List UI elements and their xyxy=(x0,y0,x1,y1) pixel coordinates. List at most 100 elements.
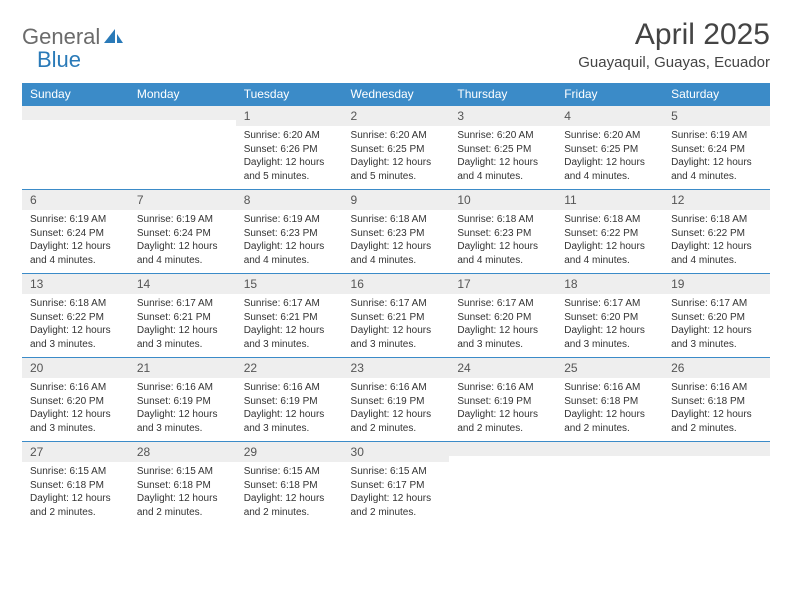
calendar-day-cell: 7Sunrise: 6:19 AMSunset: 6:24 PMDaylight… xyxy=(129,189,236,273)
sunset-text: Sunset: 6:21 PM xyxy=(244,311,335,325)
day-number: 14 xyxy=(129,274,236,294)
calendar-body: 1Sunrise: 6:20 AMSunset: 6:26 PMDaylight… xyxy=(22,105,770,525)
daylight-text: Daylight: 12 hours and 2 minutes. xyxy=(351,492,442,519)
sunset-text: Sunset: 6:18 PM xyxy=(244,479,335,493)
sunrise-text: Sunrise: 6:16 AM xyxy=(671,381,762,395)
day-content: Sunrise: 6:20 AMSunset: 6:25 PMDaylight:… xyxy=(556,126,663,189)
day-number xyxy=(22,106,129,120)
sunset-text: Sunset: 6:22 PM xyxy=(30,311,121,325)
sunrise-text: Sunrise: 6:18 AM xyxy=(351,213,442,227)
day-content: Sunrise: 6:16 AMSunset: 6:19 PMDaylight:… xyxy=(449,378,556,441)
calendar-day-cell: 5Sunrise: 6:19 AMSunset: 6:24 PMDaylight… xyxy=(663,105,770,189)
sunrise-text: Sunrise: 6:17 AM xyxy=(671,297,762,311)
calendar-day-cell: 24Sunrise: 6:16 AMSunset: 6:19 PMDayligh… xyxy=(449,357,556,441)
day-number: 17 xyxy=(449,274,556,294)
daylight-text: Daylight: 12 hours and 2 minutes. xyxy=(671,408,762,435)
daylight-text: Daylight: 12 hours and 2 minutes. xyxy=(351,408,442,435)
daylight-text: Daylight: 12 hours and 2 minutes. xyxy=(564,408,655,435)
sunset-text: Sunset: 6:23 PM xyxy=(351,227,442,241)
calendar-day-cell: 3Sunrise: 6:20 AMSunset: 6:25 PMDaylight… xyxy=(449,105,556,189)
sunrise-text: Sunrise: 6:17 AM xyxy=(564,297,655,311)
calendar-day-cell: 28Sunrise: 6:15 AMSunset: 6:18 PMDayligh… xyxy=(129,441,236,525)
sunrise-text: Sunrise: 6:18 AM xyxy=(671,213,762,227)
sunrise-text: Sunrise: 6:20 AM xyxy=(564,129,655,143)
calendar-head: SundayMondayTuesdayWednesdayThursdayFrid… xyxy=(22,83,770,105)
calendar-day-cell: 23Sunrise: 6:16 AMSunset: 6:19 PMDayligh… xyxy=(343,357,450,441)
day-number xyxy=(129,106,236,120)
day-content: Sunrise: 6:17 AMSunset: 6:20 PMDaylight:… xyxy=(556,294,663,357)
sunset-text: Sunset: 6:25 PM xyxy=(457,143,548,157)
sunrise-text: Sunrise: 6:15 AM xyxy=(30,465,121,479)
calendar-week-row: 6Sunrise: 6:19 AMSunset: 6:24 PMDaylight… xyxy=(22,189,770,273)
sunset-text: Sunset: 6:20 PM xyxy=(30,395,121,409)
daylight-text: Daylight: 12 hours and 3 minutes. xyxy=(671,324,762,351)
sunset-text: Sunset: 6:21 PM xyxy=(137,311,228,325)
day-content: Sunrise: 6:15 AMSunset: 6:18 PMDaylight:… xyxy=(129,462,236,525)
sunset-text: Sunset: 6:23 PM xyxy=(457,227,548,241)
sunset-text: Sunset: 6:18 PM xyxy=(564,395,655,409)
calendar-day-cell: 2Sunrise: 6:20 AMSunset: 6:25 PMDaylight… xyxy=(343,105,450,189)
day-number: 5 xyxy=(663,106,770,126)
sunset-text: Sunset: 6:22 PM xyxy=(671,227,762,241)
sunrise-text: Sunrise: 6:18 AM xyxy=(30,297,121,311)
sunset-text: Sunset: 6:25 PM xyxy=(564,143,655,157)
day-number: 3 xyxy=(449,106,556,126)
calendar-day-cell: 4Sunrise: 6:20 AMSunset: 6:25 PMDaylight… xyxy=(556,105,663,189)
sunset-text: Sunset: 6:21 PM xyxy=(351,311,442,325)
sunrise-text: Sunrise: 6:19 AM xyxy=(671,129,762,143)
sunrise-text: Sunrise: 6:15 AM xyxy=(244,465,335,479)
day-content: Sunrise: 6:17 AMSunset: 6:21 PMDaylight:… xyxy=(343,294,450,357)
daylight-text: Daylight: 12 hours and 2 minutes. xyxy=(30,492,121,519)
calendar-day-cell: 1Sunrise: 6:20 AMSunset: 6:26 PMDaylight… xyxy=(236,105,343,189)
calendar-day-cell: 17Sunrise: 6:17 AMSunset: 6:20 PMDayligh… xyxy=(449,273,556,357)
day-number: 25 xyxy=(556,358,663,378)
calendar-day-cell: 9Sunrise: 6:18 AMSunset: 6:23 PMDaylight… xyxy=(343,189,450,273)
calendar-day-cell: 13Sunrise: 6:18 AMSunset: 6:22 PMDayligh… xyxy=(22,273,129,357)
day-content: Sunrise: 6:16 AMSunset: 6:19 PMDaylight:… xyxy=(236,378,343,441)
calendar-day-cell: 8Sunrise: 6:19 AMSunset: 6:23 PMDaylight… xyxy=(236,189,343,273)
day-number: 18 xyxy=(556,274,663,294)
logo: General xyxy=(22,18,126,50)
sunset-text: Sunset: 6:25 PM xyxy=(351,143,442,157)
sunset-text: Sunset: 6:19 PM xyxy=(244,395,335,409)
calendar-empty-cell xyxy=(22,105,129,189)
day-content: Sunrise: 6:20 AMSunset: 6:26 PMDaylight:… xyxy=(236,126,343,189)
day-content: Sunrise: 6:16 AMSunset: 6:20 PMDaylight:… xyxy=(22,378,129,441)
daylight-text: Daylight: 12 hours and 4 minutes. xyxy=(137,240,228,267)
daylight-text: Daylight: 12 hours and 2 minutes. xyxy=(137,492,228,519)
calendar-table: SundayMondayTuesdayWednesdayThursdayFrid… xyxy=(22,83,770,525)
calendar-day-cell: 21Sunrise: 6:16 AMSunset: 6:19 PMDayligh… xyxy=(129,357,236,441)
day-content: Sunrise: 6:15 AMSunset: 6:18 PMDaylight:… xyxy=(236,462,343,525)
calendar-week-row: 13Sunrise: 6:18 AMSunset: 6:22 PMDayligh… xyxy=(22,273,770,357)
calendar-day-cell: 10Sunrise: 6:18 AMSunset: 6:23 PMDayligh… xyxy=(449,189,556,273)
day-content: Sunrise: 6:19 AMSunset: 6:24 PMDaylight:… xyxy=(663,126,770,189)
weekday-header: Wednesday xyxy=(343,83,450,105)
day-content: Sunrise: 6:18 AMSunset: 6:22 PMDaylight:… xyxy=(22,294,129,357)
daylight-text: Daylight: 12 hours and 3 minutes. xyxy=(564,324,655,351)
calendar-day-cell: 6Sunrise: 6:19 AMSunset: 6:24 PMDaylight… xyxy=(22,189,129,273)
logo-text-blue: Blue xyxy=(37,47,81,72)
day-number: 2 xyxy=(343,106,450,126)
calendar-day-cell: 30Sunrise: 6:15 AMSunset: 6:17 PMDayligh… xyxy=(343,441,450,525)
daylight-text: Daylight: 12 hours and 3 minutes. xyxy=(30,408,121,435)
sunrise-text: Sunrise: 6:20 AM xyxy=(457,129,548,143)
day-number: 8 xyxy=(236,190,343,210)
logo-sail-icon xyxy=(104,28,124,49)
daylight-text: Daylight: 12 hours and 3 minutes. xyxy=(244,408,335,435)
sunrise-text: Sunrise: 6:19 AM xyxy=(244,213,335,227)
daylight-text: Daylight: 12 hours and 3 minutes. xyxy=(351,324,442,351)
sunset-text: Sunset: 6:20 PM xyxy=(457,311,548,325)
daylight-text: Daylight: 12 hours and 4 minutes. xyxy=(244,240,335,267)
day-number: 23 xyxy=(343,358,450,378)
day-number xyxy=(449,442,556,456)
sunset-text: Sunset: 6:18 PM xyxy=(30,479,121,493)
day-content: Sunrise: 6:17 AMSunset: 6:21 PMDaylight:… xyxy=(236,294,343,357)
day-number xyxy=(556,442,663,456)
calendar-day-cell: 25Sunrise: 6:16 AMSunset: 6:18 PMDayligh… xyxy=(556,357,663,441)
calendar-day-cell: 27Sunrise: 6:15 AMSunset: 6:18 PMDayligh… xyxy=(22,441,129,525)
day-number: 12 xyxy=(663,190,770,210)
weekday-header: Saturday xyxy=(663,83,770,105)
weekday-header: Monday xyxy=(129,83,236,105)
daylight-text: Daylight: 12 hours and 4 minutes. xyxy=(671,156,762,183)
calendar-day-cell: 14Sunrise: 6:17 AMSunset: 6:21 PMDayligh… xyxy=(129,273,236,357)
